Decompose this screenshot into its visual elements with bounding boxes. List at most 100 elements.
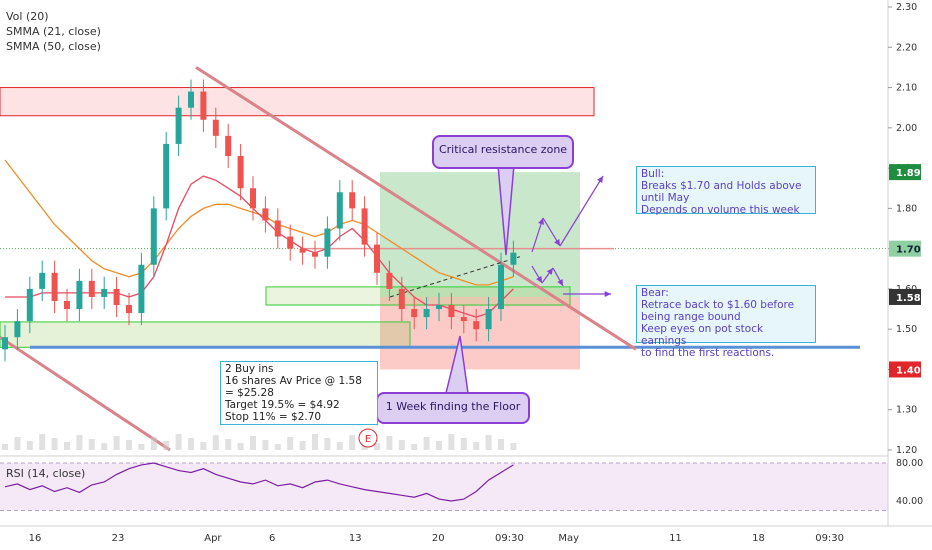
bull-arrow-3 <box>559 175 604 247</box>
volume-bar <box>423 437 430 450</box>
price-badge-label: 1.70 <box>896 245 921 256</box>
time-tick-label: 13 <box>349 533 362 544</box>
volume-bar <box>225 439 232 450</box>
critical-resistance-callout: Critical resistance zone <box>432 135 574 169</box>
candle-body <box>299 248 306 253</box>
time-tick-label: 18 <box>752 533 765 544</box>
bull-line: Depends on volume this week <box>641 204 800 216</box>
floor-callout: 1 Week finding the Floor <box>376 392 530 424</box>
candle-body <box>473 321 480 330</box>
candle-body <box>138 264 145 314</box>
candle-body <box>411 309 418 318</box>
candle-body <box>498 264 504 310</box>
candle-body <box>287 236 294 249</box>
volume-bar <box>188 438 194 450</box>
candle-body <box>349 192 356 209</box>
critical-pointer <box>497 164 515 256</box>
descending-trendline <box>195 66 637 351</box>
volume-bar <box>175 434 182 450</box>
earnings-marker <box>358 428 378 448</box>
candle-body <box>510 252 517 265</box>
volume-bar <box>212 435 219 450</box>
candle-body <box>163 143 170 209</box>
time-tick-label: 11 <box>669 533 682 544</box>
candle-body <box>374 244 380 273</box>
volume-bar <box>26 441 33 450</box>
legend-smma50[interactable]: SMMA (50, close) <box>6 40 101 53</box>
projection-line <box>389 256 521 298</box>
rsi-band <box>0 463 888 511</box>
consolidation-zone <box>265 286 571 306</box>
candle-body <box>2 337 8 350</box>
position-line: Stop 11% = $2.70 <box>225 411 322 423</box>
price-tick-label: 2.20 <box>896 42 917 53</box>
resistance-zone <box>0 87 595 117</box>
time-tick-label: 09:30 <box>815 533 844 544</box>
volume-bar <box>76 435 83 450</box>
candle-body <box>64 300 70 310</box>
candle-body <box>460 317 467 322</box>
position-note: 2 Buy ins 16 shares Av Price @ 1.58 = $2… <box>220 361 378 425</box>
volume-bar <box>150 437 157 450</box>
price-tick-label: 1.20 <box>896 445 917 456</box>
time-tick-label: Apr <box>204 533 222 544</box>
candle-body <box>113 288 120 306</box>
volume-bar <box>138 444 145 450</box>
bull-arrow-3-head <box>597 176 603 183</box>
candle-body <box>436 305 442 310</box>
time-tick-label: 6 <box>269 533 275 544</box>
candle-body <box>150 208 157 265</box>
candle-body <box>225 135 232 157</box>
price-badge-label: 1.58 <box>896 293 921 304</box>
volume-bar <box>312 434 318 450</box>
price-tick-label: 1.80 <box>896 203 917 214</box>
volume-bar <box>101 443 108 450</box>
candle-body <box>88 280 95 297</box>
candle-body <box>336 192 343 229</box>
legend-volume[interactable]: Vol (20) <box>6 10 49 23</box>
candle-body <box>126 305 132 314</box>
candle-body <box>485 309 492 330</box>
bull-line: Bull: <box>641 168 665 180</box>
lower-trendline <box>0 335 171 452</box>
candle-body <box>76 280 83 310</box>
volume-bar <box>485 435 492 450</box>
price-badge <box>889 240 921 257</box>
candle-body <box>312 252 318 257</box>
volume-bar <box>374 443 380 450</box>
volume-bar <box>51 438 58 450</box>
candle-body <box>250 188 256 209</box>
position-line: Target 19.5% = $4.92 <box>225 399 340 411</box>
bear-line: Retrace back to $1.60 before <box>641 299 795 311</box>
volume-bar <box>287 437 294 450</box>
candle-body <box>448 305 455 318</box>
earnings-label: E <box>365 434 371 445</box>
volume-bar <box>448 434 455 450</box>
rsi-legend[interactable]: RSI (14, close) <box>6 467 86 480</box>
price-badge-label: 1.89 <box>896 168 921 179</box>
volume-bar <box>14 437 21 450</box>
price-badge <box>889 361 921 378</box>
volume-bar <box>299 441 306 450</box>
volume-bar <box>436 441 442 450</box>
volume-bar <box>386 436 393 450</box>
volume-bar <box>398 440 405 450</box>
legend-smma21[interactable]: SMMA (21, close) <box>6 25 101 38</box>
price-tick-label: 2.00 <box>896 123 917 134</box>
position-line: = $25.28 <box>225 387 274 399</box>
volume-bar <box>324 438 331 450</box>
time-tick-label: May <box>558 533 579 544</box>
price-tick-label: 2.10 <box>896 83 917 94</box>
candle-body <box>361 208 368 245</box>
volume-bar <box>64 442 70 450</box>
candle-body <box>51 272 58 301</box>
position-line: 16 shares Av Price @ 1.58 <box>225 375 362 387</box>
candle-body <box>324 228 331 257</box>
volume-bar <box>2 444 8 450</box>
time-tick-label: 20 <box>432 533 445 544</box>
candle-body <box>39 272 46 289</box>
bear-arrow-4-head <box>604 290 611 298</box>
profit-target-zone <box>380 172 580 297</box>
bull-line: Breaks $1.70 and Holds above <box>641 180 802 192</box>
